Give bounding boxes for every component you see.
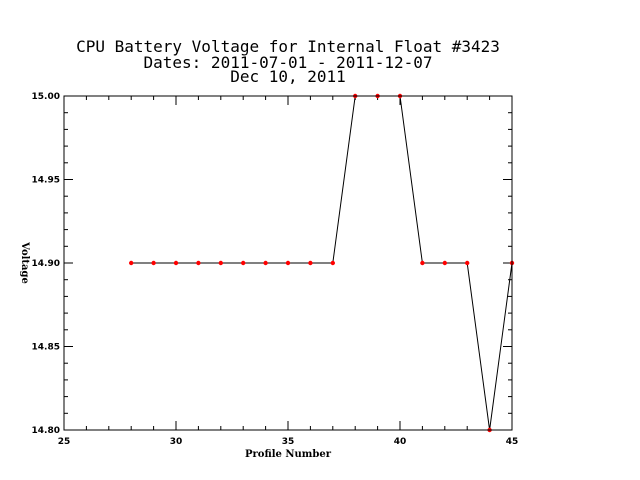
x-tick-label: 25 <box>58 437 71 447</box>
x-tick-label: 45 <box>506 437 519 447</box>
x-tick-label: 30 <box>170 437 183 447</box>
chart-title-line-2: Dates: 2011-07-01 - 2011-12-07 <box>144 53 433 72</box>
series-line <box>131 95 513 431</box>
tick-labels: 25 30 35 40 45 14.80 14.85 14.90 14.95 15.00 <box>32 92 519 447</box>
y-tick-label: 14.90 <box>32 259 60 269</box>
chart-title-line-1: CPU Battery Voltage for Internal Float #… <box>76 37 500 56</box>
data-point <box>129 260 134 266</box>
data-point <box>330 260 335 266</box>
y-tick-label: 14.85 <box>32 343 60 353</box>
data-point <box>263 260 268 266</box>
y-axis-label: Voltage <box>19 241 30 284</box>
data-point <box>173 260 179 266</box>
data-point <box>465 260 470 266</box>
plot-frame <box>63 95 513 431</box>
x-tick-label: 40 <box>394 437 407 447</box>
data-point <box>218 260 223 266</box>
data-point <box>151 260 156 266</box>
data-point <box>285 260 291 266</box>
y-tick-label: 15.00 <box>32 92 60 102</box>
x-tick-label: 35 <box>282 437 295 447</box>
y-tick-label: 14.95 <box>32 176 60 186</box>
data-series <box>129 93 515 433</box>
data-point <box>196 260 201 266</box>
x-axis-label: Profile Number <box>245 449 332 460</box>
data-point <box>308 260 313 266</box>
chart-title-line-3: Dec 10, 2011 <box>230 67 346 86</box>
data-point <box>420 260 425 266</box>
y-tick-label: 14.80 <box>32 426 60 436</box>
data-point <box>442 260 447 266</box>
data-point <box>241 260 246 266</box>
